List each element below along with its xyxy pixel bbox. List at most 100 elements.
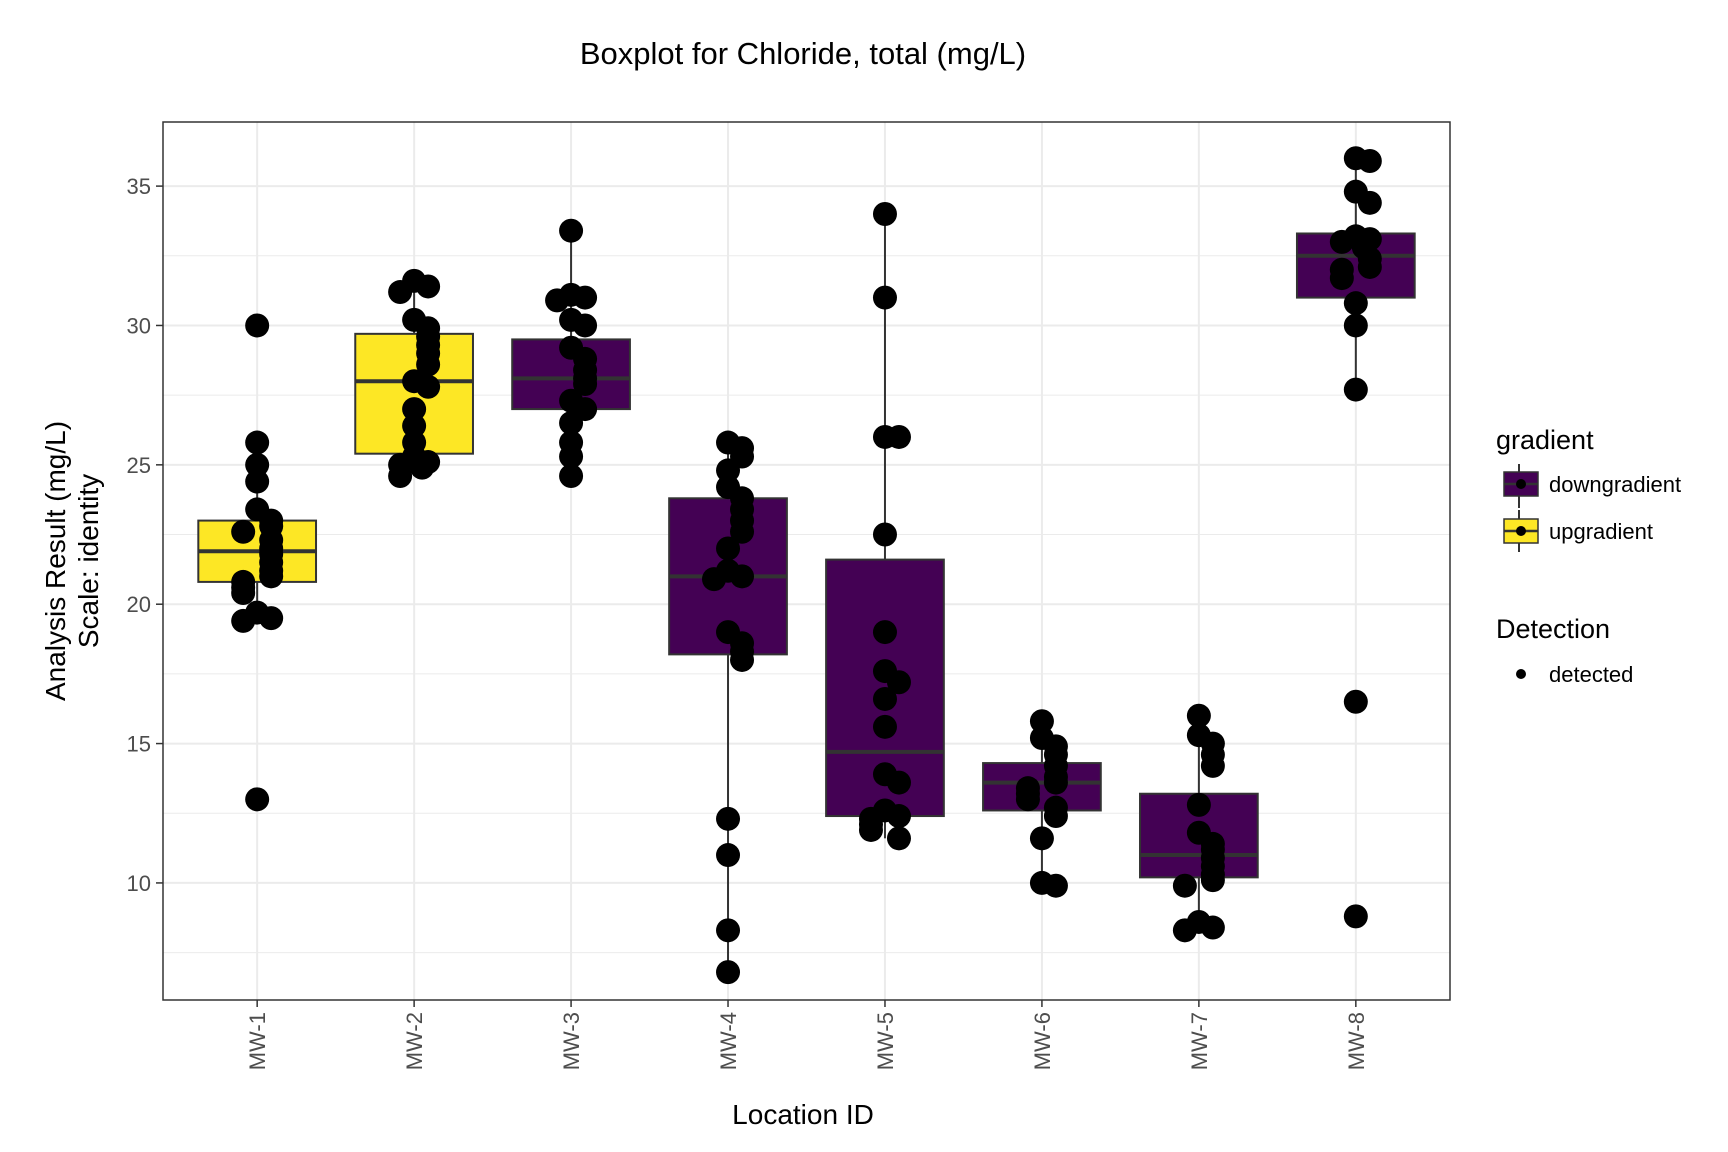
data-point [559,218,584,243]
y-axis-ticks: 10 15 20 25 30 35 [127,174,163,896]
data-point [1200,868,1225,893]
data-point [573,285,598,310]
data-point [872,620,897,645]
x-tick-label: MW-4 [716,1012,741,1070]
points-MW-3 [545,218,598,488]
chart-title: Boxplot for Chloride, total (mg/L) [580,36,1026,71]
legend-gradient-title: gradient [1496,425,1594,455]
data-point [858,817,883,842]
data-point [730,519,755,544]
x-tick-label: MW-2 [402,1012,427,1070]
data-point [886,804,911,829]
data-point [872,522,897,547]
x-tick-label: MW-5 [873,1012,898,1070]
data-point [716,806,741,831]
data-point [416,352,441,377]
data-point [245,313,270,338]
y-tick-label: 35 [127,174,151,199]
legend-key-upgradient [1503,510,1539,552]
data-point [573,372,598,397]
data-point [231,581,256,606]
data-point [402,413,427,438]
data-point [416,374,441,399]
data-point [545,288,570,313]
data-point [716,843,741,868]
data-point [1186,703,1211,728]
data-point [716,960,741,985]
box-MW-1 [197,442,318,621]
box-iqr [982,762,1102,812]
data-point [573,313,598,338]
x-axis-title: Location ID [732,1099,874,1130]
x-axis-ticks: MW-1 MW-2 MW-3 MW-4 MW-5 MW-6 MW-7 MW-8 [245,1000,1369,1070]
data-point [1043,804,1068,829]
data-point [1343,689,1368,714]
data-point [1186,792,1211,817]
x-tick-label: MW-8 [1344,1012,1369,1070]
legend: gradient downgradient upgradient Detecti… [1496,425,1681,687]
data-point [245,452,270,477]
y-tick-label: 10 [127,871,151,896]
data-point [231,608,256,633]
data-point [886,424,911,449]
data-point [402,397,427,422]
points-MW-2 [388,268,441,488]
data-point [1015,787,1040,812]
y-tick-label: 20 [127,592,151,617]
data-point [1343,904,1368,929]
data-point [886,670,911,695]
data-point [1172,873,1197,898]
data-point [245,787,270,812]
x-tick-label: MW-3 [559,1012,584,1070]
boxes-layer [197,158,1416,973]
legend-key-detected [1516,669,1526,679]
data-point [886,770,911,795]
y-axis-title: Analysis Result (mg/L) [40,421,71,701]
x-tick-label: MW-1 [245,1012,270,1070]
box-MW-6 [982,721,1102,886]
data-point [872,201,897,226]
legend-key-downgradient [1503,464,1539,508]
data-point [1043,873,1068,898]
data-point [872,686,897,711]
data-point [388,280,413,305]
data-point [245,430,270,455]
data-point [730,647,755,672]
data-point [716,536,741,561]
data-point [1200,753,1225,778]
legend-label-downgradient: downgradient [1549,472,1681,497]
legend-detection-title: Detection [1496,614,1610,644]
plot-panel-border [162,121,1451,1001]
data-point [1357,149,1382,174]
data-point [410,455,435,480]
data-point [559,444,584,469]
data-point [872,714,897,739]
points-MW-7 [1172,703,1225,943]
data-point [1343,291,1368,316]
data-point [245,469,270,494]
legend-label-detected: detected [1549,662,1633,687]
data-point [1029,709,1054,734]
x-tick-label: MW-7 [1187,1012,1212,1070]
data-point [716,458,741,483]
data-point [1329,266,1354,291]
data-point [259,606,284,631]
data-point [1357,190,1382,215]
y-tick-label: 30 [127,313,151,338]
data-point [872,285,897,310]
data-point [1343,313,1368,338]
data-point [559,411,584,436]
data-point [388,463,413,488]
points-MW-5 [858,201,911,851]
points-MW-1 [231,313,284,812]
data-point [716,918,741,943]
data-point [1357,254,1382,279]
data-point [702,567,727,592]
data-point [416,274,441,299]
x-tick-label: MW-6 [1030,1012,1055,1070]
data-point [231,519,256,544]
data-point [1200,915,1225,940]
points-MW-8 [1329,146,1382,929]
points-MW-6 [1015,709,1068,898]
